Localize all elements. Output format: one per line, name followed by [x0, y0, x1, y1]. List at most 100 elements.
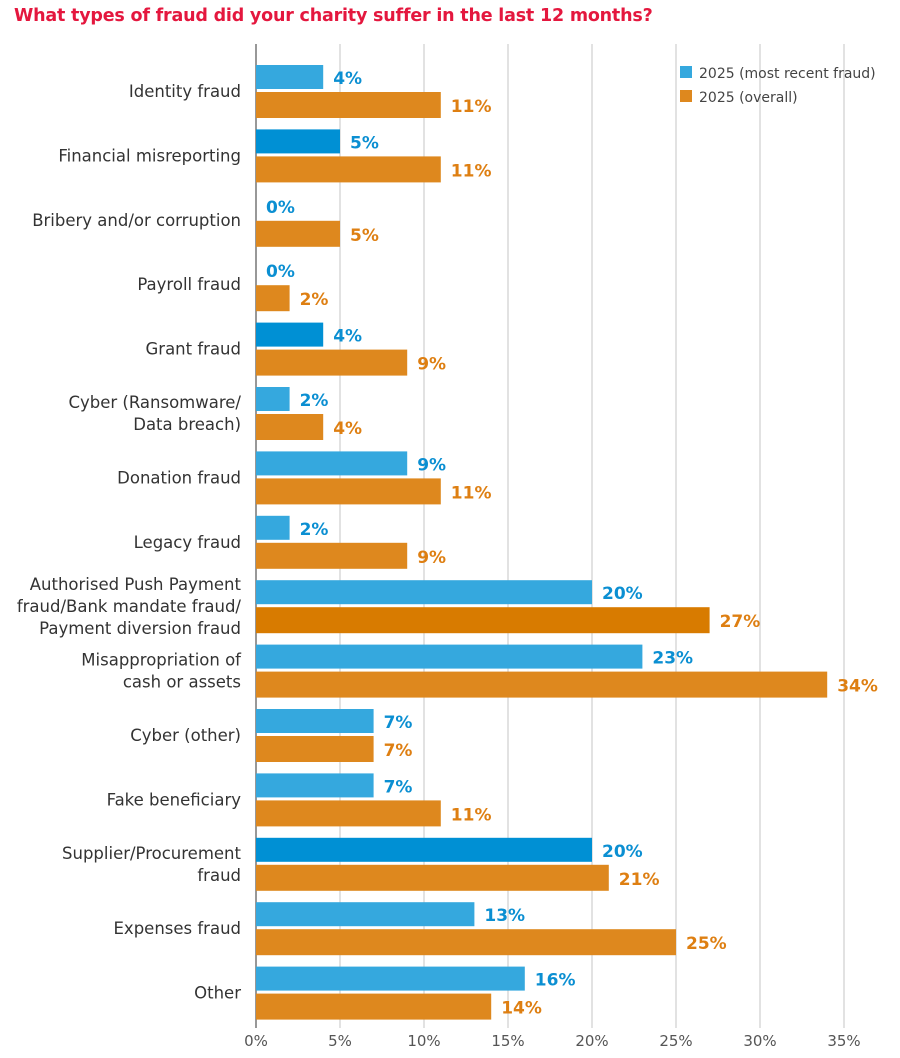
- x-tick-label: 25%: [659, 1032, 692, 1050]
- category-label: Expenses fraud: [114, 919, 242, 938]
- category-label-line: Expenses fraud: [114, 919, 242, 938]
- category-label: Identity fraud: [129, 82, 241, 101]
- value-label-overall: 2%: [300, 290, 329, 310]
- value-label-most-recent: 5%: [350, 133, 379, 153]
- bar-overall: [256, 349, 408, 376]
- bar-overall: [256, 92, 441, 118]
- category-label-line: Supplier/Procurement: [62, 844, 242, 863]
- category-label-line: Donation fraud: [117, 468, 241, 487]
- value-label-overall: 14%: [501, 999, 542, 1019]
- category-label: Grant fraud: [146, 340, 242, 359]
- value-label-overall: 11%: [451, 161, 492, 181]
- value-label-overall: 9%: [417, 548, 446, 568]
- category-label: Supplier/Procurement fraud: [62, 844, 242, 885]
- value-label-overall: 9%: [417, 355, 446, 375]
- value-label-most-recent: 7%: [384, 713, 413, 733]
- bar-most-recent: [256, 966, 525, 991]
- x-tick-label: 0%: [244, 1032, 268, 1050]
- bar-most-recent: [256, 515, 290, 540]
- category-label-line: fraud/Bank mandate fraud/: [17, 597, 242, 616]
- category-label: Donation fraud: [117, 468, 241, 487]
- value-label-overall: 21%: [619, 870, 660, 890]
- bar-most-recent: [256, 322, 324, 347]
- value-label-most-recent: 23%: [652, 649, 693, 669]
- legend-label: 2025 (most recent fraud): [699, 66, 876, 82]
- x-tick-label: 10%: [407, 1032, 440, 1050]
- x-tick-label: 30%: [743, 1032, 776, 1050]
- category-label: Fake beneficiary: [107, 790, 242, 809]
- value-label-overall: 7%: [384, 741, 413, 761]
- category-label: Cyber (Ransomware/Data breach): [68, 393, 241, 434]
- value-label-most-recent: 13%: [484, 906, 525, 926]
- bar-most-recent: [256, 644, 643, 669]
- x-tick-label: 15%: [491, 1032, 524, 1050]
- value-label-most-recent: 7%: [384, 777, 413, 797]
- category-label-line: Fake beneficiary: [107, 790, 242, 809]
- bar-most-recent: [256, 580, 592, 605]
- chart-title: What types of fraud did your charity suf…: [14, 6, 653, 26]
- bar-overall: [256, 671, 828, 698]
- category-label-line: Cyber (Ransomware/: [68, 393, 241, 412]
- x-tick-label: 35%: [827, 1032, 860, 1050]
- legend-label: 2025 (overall): [699, 90, 798, 106]
- bar-overall: [256, 156, 441, 183]
- bar-most-recent: [256, 65, 324, 89]
- value-label-most-recent: 2%: [300, 391, 329, 411]
- value-label-overall: 11%: [451, 805, 492, 825]
- value-label-overall: 27%: [720, 612, 761, 632]
- category-label: Misappropriation of cash or assets: [81, 651, 242, 692]
- value-label-overall: 5%: [350, 226, 379, 246]
- value-label-overall: 4%: [333, 419, 362, 439]
- category-label-line: cash or assets: [123, 673, 241, 692]
- value-label-most-recent: 0%: [266, 198, 295, 218]
- bar-overall: [256, 285, 290, 312]
- value-label-most-recent: 0%: [266, 262, 295, 282]
- bar-most-recent: [256, 709, 374, 733]
- bar-overall: [256, 929, 676, 956]
- legend-swatch: [680, 66, 692, 78]
- value-label-overall: 25%: [686, 934, 727, 954]
- bar-overall: [256, 800, 441, 827]
- bar-most-recent: [256, 902, 475, 927]
- category-label-line: Cyber (other): [130, 726, 241, 745]
- value-label-most-recent: 20%: [602, 584, 643, 604]
- value-label-most-recent: 4%: [333, 69, 362, 89]
- value-label-most-recent: 9%: [417, 455, 446, 475]
- value-label-overall: 11%: [451, 97, 492, 117]
- category-label-line: Payroll fraud: [137, 275, 241, 294]
- category-label: Cyber (other): [130, 726, 241, 745]
- bar-overall: [256, 478, 441, 505]
- category-label-line: Authorised Push Payment: [30, 575, 242, 594]
- category-label-line: Legacy fraud: [134, 533, 241, 552]
- bar-overall: [256, 542, 408, 569]
- category-label: Other: [194, 984, 241, 1003]
- bar-most-recent: [256, 451, 408, 476]
- category-label-line: Financial misreporting: [58, 146, 241, 165]
- category-label: Legacy fraud: [134, 533, 241, 552]
- legend-swatch: [680, 90, 692, 102]
- bar-overall: [256, 607, 710, 634]
- category-label: Bribery and/or corruption: [32, 211, 241, 230]
- category-label-line: Payment diversion fraud: [39, 619, 241, 638]
- category-label: Payroll fraud: [137, 275, 241, 294]
- value-label-most-recent: 20%: [602, 842, 643, 862]
- category-label-line: Other: [194, 984, 241, 1003]
- bar-most-recent: [256, 837, 592, 862]
- category-label: Authorised Push Payment fraud/Bank mandat…: [17, 575, 242, 638]
- bar-overall: [256, 993, 492, 1020]
- category-label-line: Misappropriation of: [81, 651, 242, 670]
- x-tick-label: 5%: [328, 1032, 352, 1050]
- bar-most-recent: [256, 129, 340, 154]
- value-label-most-recent: 2%: [300, 520, 329, 540]
- category-label-line: Grant fraud: [146, 340, 242, 359]
- value-label-overall: 11%: [451, 483, 492, 503]
- category-label-line: Bribery and/or corruption: [32, 211, 241, 230]
- category-label: Financial misreporting: [58, 146, 241, 165]
- bar-most-recent: [256, 387, 290, 411]
- bar-overall: [256, 414, 324, 440]
- value-label-most-recent: 4%: [333, 327, 362, 347]
- bar-overall: [256, 864, 609, 891]
- value-label-overall: 34%: [837, 677, 878, 697]
- value-label-most-recent: 16%: [535, 971, 576, 991]
- x-tick-label: 20%: [575, 1032, 608, 1050]
